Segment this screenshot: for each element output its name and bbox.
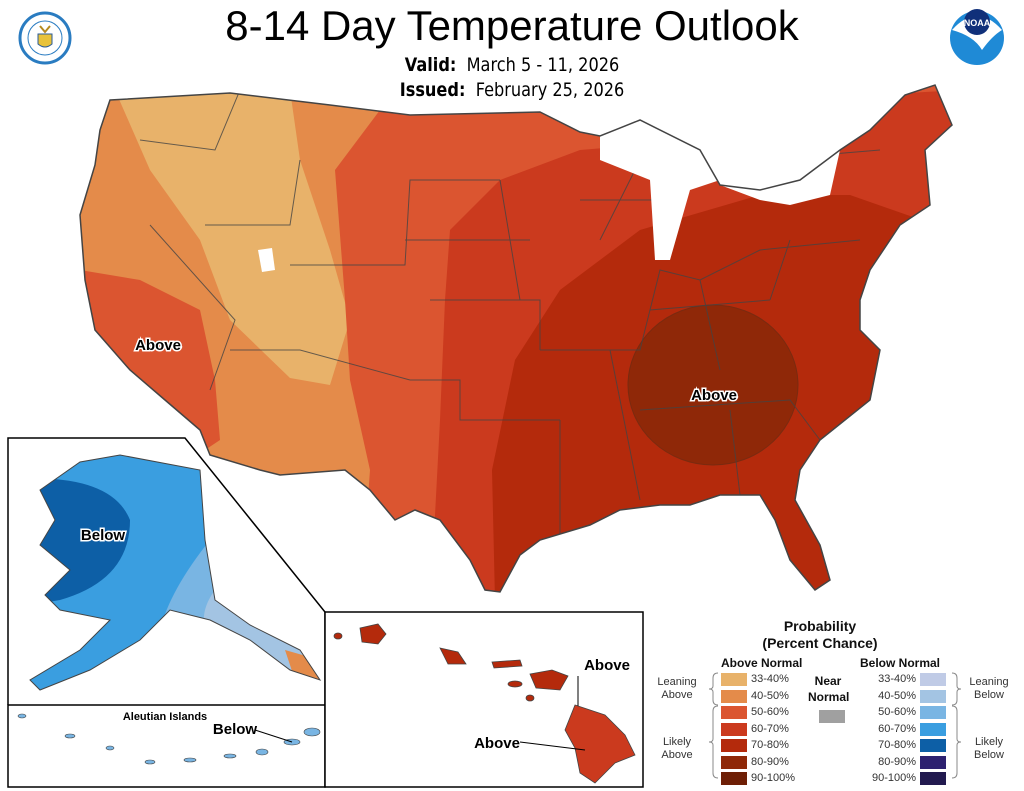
below-range-label: 90-100% — [871, 772, 916, 784]
above-swatch — [721, 689, 747, 703]
above-range-label: 60-70% — [751, 722, 789, 735]
leaning-below-label: Leaning Below — [969, 676, 1009, 701]
above-swatch — [721, 706, 747, 719]
likely-above-label: Likely Above — [661, 736, 693, 761]
likely-below-label: Likely Below — [974, 736, 1004, 761]
above-range-label: 70-80% — [751, 739, 789, 751]
near-line1: Near — [814, 674, 842, 688]
valid-dates: Valid: March 5 - 11, 2026 — [77, 54, 947, 76]
below-swatch — [920, 706, 946, 719]
near-normal-swatch — [819, 710, 845, 723]
below-swatch — [920, 739, 946, 752]
label-alaska-below: Below — [81, 527, 126, 544]
label-east-above: Above — [691, 387, 737, 404]
above-swatch — [721, 673, 747, 686]
below-swatch — [920, 722, 946, 736]
above-swatch — [721, 739, 747, 752]
near-line2: Normal — [808, 690, 850, 704]
above-swatch — [721, 772, 747, 785]
valid-label: Valid: — [404, 54, 457, 76]
issued-label: Issued: — [399, 79, 466, 101]
commerce-seal-logo — [18, 11, 72, 65]
below-normal-header: Below Normal — [860, 656, 941, 670]
valid-value: March 5 - 11, 2026 — [466, 54, 620, 76]
above-range-label: 33-40% — [751, 673, 789, 685]
label-hawaii-above-north: Above — [584, 657, 630, 674]
legend-title-line1: Probability — [783, 618, 857, 634]
state-borders — [139, 89, 881, 540]
lake-erie-ontario — [720, 150, 840, 205]
below-range-label: 60-70% — [878, 722, 916, 735]
aleutian-islands-title: Aleutian Islands — [123, 711, 207, 723]
below-range-label: 70-80% — [878, 739, 916, 751]
noaa-logo: NOAA — [950, 9, 1004, 65]
legend-title-line2: (Percent Chance) — [762, 635, 878, 651]
legend-braces — [708, 672, 962, 779]
hawaii-pointer-south — [519, 741, 586, 751]
near-normal-label: Near Normal — [808, 673, 850, 705]
great-salt-lake — [258, 248, 275, 272]
aleutian-inset-frame — [7, 704, 326, 788]
aleutian-pointer-line — [254, 729, 293, 743]
leaning-above-label: Leaning Above — [657, 676, 697, 701]
below-swatch — [920, 673, 946, 686]
label-west-above: Above — [135, 337, 181, 354]
below-swatch — [920, 755, 946, 769]
issued-date: Issued: February 25, 2026 — [77, 79, 947, 101]
above-range-label: 80-90% — [751, 755, 789, 768]
above-swatch — [721, 722, 747, 736]
alaska-outline — [29, 454, 322, 691]
hawaii-islands — [333, 623, 636, 784]
label-aleutian-below: Below — [213, 721, 258, 738]
probability-legend: Probability (Percent Chance) Above Norma… — [650, 614, 1024, 791]
above-swatch — [721, 755, 747, 769]
below-range-label: 40-50% — [878, 689, 916, 702]
region-33-40-above — [115, 90, 350, 385]
great-lakes — [600, 118, 720, 260]
label-hawaii-above-south: Above — [474, 735, 520, 752]
conus-outline — [79, 84, 953, 593]
below-swatch — [920, 689, 946, 703]
aleutian-islands — [17, 713, 321, 765]
above-range-label: 40-50% — [751, 689, 789, 702]
svg-text:NOAA: NOAA — [964, 18, 991, 28]
issued-value: February 25, 2026 — [475, 79, 625, 101]
above-range-label: 90-100% — [751, 772, 796, 784]
region-80-90-above — [627, 304, 799, 466]
below-range-label: 50-60% — [878, 706, 916, 718]
above-normal-header: Above Normal — [721, 656, 803, 670]
page-title: 8-14 Day Temperature Outlook — [225, 2, 799, 49]
below-swatch — [920, 772, 946, 785]
above-range-label: 50-60% — [751, 706, 789, 718]
below-range-label: 33-40% — [878, 673, 916, 685]
below-range-label: 80-90% — [878, 755, 916, 768]
